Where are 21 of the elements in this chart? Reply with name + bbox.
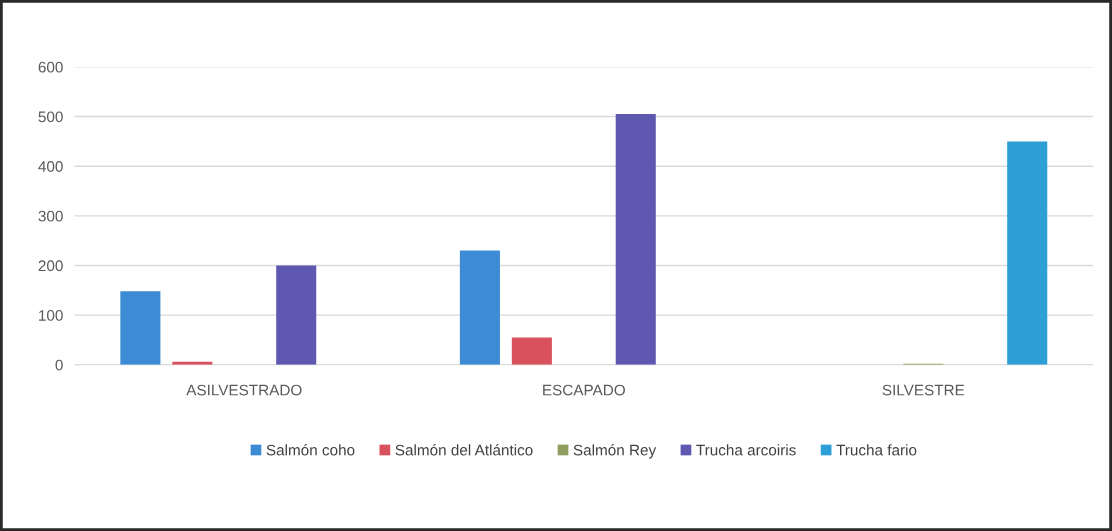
legend-label: Salmón coho xyxy=(266,444,355,456)
legend-label: Trucha arcoiris xyxy=(696,444,796,456)
x-tick-label: ASILVESTRADO xyxy=(186,384,302,396)
x-tick-label: ESCAPADO xyxy=(543,384,625,396)
y-tick-label: 100 xyxy=(39,310,63,321)
y-tick-label: 600 xyxy=(38,61,63,73)
bar xyxy=(276,265,317,365)
x-tick-label: SILVESTRE xyxy=(882,384,965,396)
legend-label: Salmón Rey xyxy=(573,444,657,459)
bar xyxy=(1007,141,1048,365)
legend-label: Salmón del Atlántico xyxy=(395,444,533,456)
bar xyxy=(615,114,656,365)
y-tick-label: 200 xyxy=(38,260,63,272)
y-tick-label: 400 xyxy=(38,161,63,172)
y-tick-label: 300 xyxy=(38,210,63,222)
y-tick-label: 500 xyxy=(38,111,63,123)
bar xyxy=(511,337,552,365)
bar xyxy=(459,250,500,365)
y-tick-label: 0 xyxy=(55,359,63,371)
bar xyxy=(120,291,161,365)
legend-label: Trucha fario xyxy=(836,444,917,456)
